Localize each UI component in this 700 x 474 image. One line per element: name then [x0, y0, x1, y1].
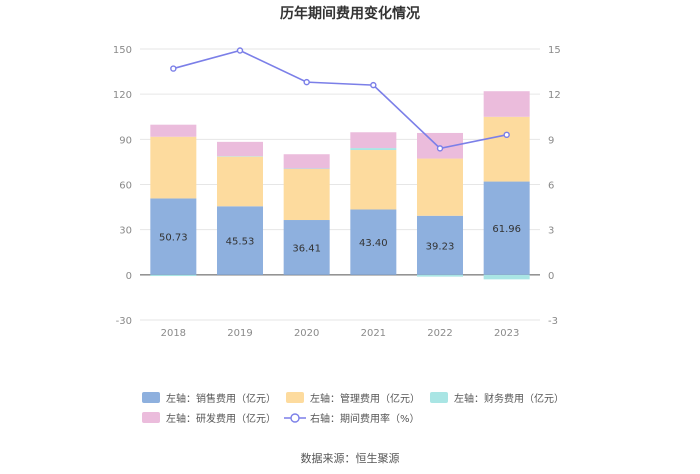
- legend-label-sales: 左轴：销售费用（亿元）: [166, 392, 276, 405]
- bar-mgmt-2021: [350, 150, 397, 210]
- legend-marker-rate: [290, 413, 300, 423]
- left-tick-label: -30: [116, 316, 132, 327]
- bar-fin-2022: [417, 274, 463, 277]
- rate-point: [436, 145, 444, 152]
- x-tick-label: 2022: [427, 328, 452, 339]
- right-tick-label: 15: [548, 45, 561, 56]
- legend-swatch-sales: [142, 392, 160, 403]
- rate-point: [503, 131, 510, 139]
- legend-label-fin: 左轴：财务费用（亿元）: [454, 392, 564, 405]
- left-tick-label: 90: [119, 135, 132, 146]
- x-tick-label: 2018: [161, 328, 186, 339]
- sales-value-label: 45.53: [226, 237, 255, 248]
- legend-swatch-rd: [142, 412, 160, 423]
- bar-rd-2023: [483, 91, 530, 117]
- bar-rd-2018: [150, 124, 197, 137]
- bar-mgmt-2022: [417, 158, 463, 216]
- bar-fin-2020: [283, 168, 330, 170]
- x-axis: 2018 2019 2020 2021 2022 2023: [161, 328, 520, 339]
- bar-series: [150, 91, 530, 280]
- right-axis: -3 0 3 6 9 12 15: [548, 45, 561, 327]
- legend-label-rate: 右轴：期间费用率（%）: [310, 412, 420, 425]
- bar-rd-2019: [217, 141, 263, 157]
- right-tick-label: 9: [548, 135, 554, 146]
- bar-sales-2020: [283, 220, 330, 275]
- right-tick-label: 3: [548, 226, 554, 237]
- bar-sales-2019: [217, 206, 263, 275]
- right-tick-label: 12: [548, 90, 561, 101]
- x-tick-label: 2019: [227, 328, 252, 339]
- sales-value-label: 61.96: [492, 224, 521, 235]
- right-tick-label: 0: [548, 271, 554, 282]
- legend-label-rd: 左轴：研发费用（亿元）: [166, 412, 276, 425]
- sales-value-label: 36.41: [292, 243, 321, 254]
- bar-sales-2018: [150, 198, 197, 275]
- bar-mgmt-2023: [483, 116, 530, 182]
- rate-point: [370, 81, 377, 89]
- rate-line: [173, 49, 507, 150]
- bar-rd-2020: [283, 154, 330, 169]
- x-tick-label: 2023: [494, 328, 519, 339]
- left-tick-label: 60: [119, 181, 132, 192]
- chart-title: 历年期间费用变化情况: [280, 5, 420, 22]
- left-axis: -30 0 30 60 90 120 150: [113, 45, 132, 327]
- sales-value-label: 39.23: [426, 241, 455, 252]
- rate-point: [303, 78, 310, 86]
- sales-value-label: 50.73: [159, 233, 188, 244]
- bar-fin-2023: [483, 274, 530, 280]
- bar-sales-2023: [483, 181, 530, 275]
- rate-line-series: [170, 47, 510, 152]
- bar-fin-2018: [150, 274, 197, 277]
- data-source: 数据来源：恒生聚源: [301, 451, 400, 465]
- bar-mgmt-2018: [150, 136, 197, 199]
- rate-point: [236, 47, 244, 54]
- legend-swatch-mgmt: [286, 392, 304, 403]
- legend-label-mgmt: 左轴：管理费用（亿元）: [310, 392, 420, 405]
- bar-fin-2021: [350, 148, 397, 151]
- bar-sales-2021: [350, 209, 397, 275]
- left-tick-label: 0: [126, 271, 132, 282]
- gridlines: [140, 48, 540, 321]
- sales-value-label: 43.40: [359, 238, 388, 249]
- bar-fin-2019: [217, 156, 263, 157]
- x-tick-label: 2021: [361, 328, 386, 339]
- x-tick-label: 2020: [294, 328, 319, 339]
- right-tick-label: 6: [548, 181, 554, 192]
- bar-mgmt-2020: [283, 168, 330, 221]
- bar-mgmt-2019: [217, 156, 263, 207]
- bar-sales-2022: [417, 215, 463, 275]
- left-tick-label: 30: [119, 226, 132, 237]
- rate-point: [170, 65, 177, 72]
- legend: 左轴：销售费用（亿元） 左轴：管理费用（亿元） 左轴：财务费用（亿元） 左轴：研发费用…: [142, 392, 564, 425]
- left-tick-label: 150: [113, 45, 132, 56]
- bar-value-labels: 50.73 45.53 36.41 43.40 39.23 61.96: [159, 224, 521, 254]
- left-tick-label: 120: [113, 90, 132, 101]
- legend-swatch-fin: [430, 392, 448, 403]
- right-tick-label: -3: [548, 316, 558, 327]
- bar-rd-2021: [350, 132, 397, 149]
